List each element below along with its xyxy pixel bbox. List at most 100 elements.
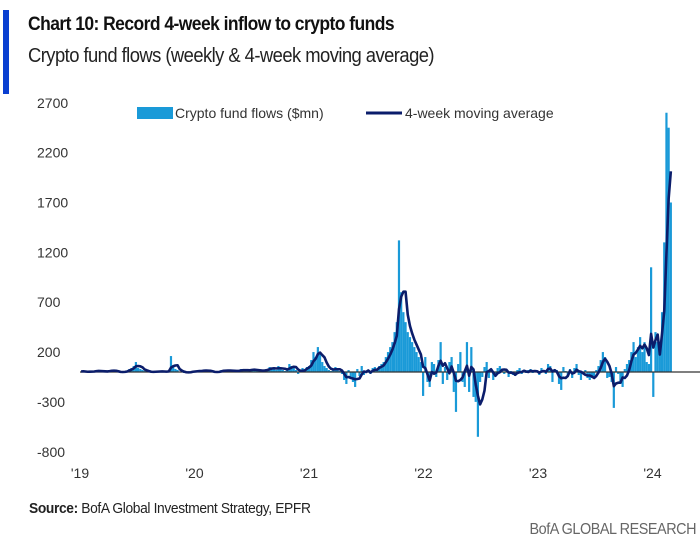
y-tick-label: 1200	[37, 244, 68, 260]
flow-bar	[457, 364, 460, 372]
x-tick-label: '19	[71, 465, 89, 481]
flow-bar	[597, 366, 600, 372]
y-tick-label: 700	[37, 294, 61, 310]
flow-bar	[176, 370, 179, 372]
x-tick-label: '22	[414, 465, 432, 481]
flow-bar	[279, 368, 282, 372]
flow-bar	[507, 372, 510, 377]
flow-bar	[297, 372, 300, 374]
flow-bar	[272, 369, 276, 372]
flow-bar	[139, 369, 142, 372]
flow-bar	[658, 347, 661, 372]
source-label: Source:	[29, 500, 78, 517]
flow-bar	[174, 369, 177, 372]
flow-bar	[476, 372, 480, 437]
flow-bar	[656, 342, 659, 372]
flow-bar	[641, 352, 644, 372]
flow-bar	[551, 372, 554, 382]
flow-bar	[562, 367, 565, 372]
flow-bar	[281, 370, 284, 372]
flow-bar	[391, 342, 394, 372]
flow-bar	[308, 366, 311, 372]
flow-bar	[402, 312, 405, 372]
flow-bar	[481, 372, 484, 377]
flow-bar	[639, 337, 642, 372]
flow-bar	[323, 366, 326, 372]
flow-bar	[435, 372, 438, 377]
y-tick-label: 2200	[37, 145, 68, 161]
legend: Crypto fund flows ($mn) 4-week moving av…	[137, 105, 554, 121]
flow-bar	[448, 362, 451, 372]
y-tick-label: 200	[37, 344, 61, 360]
flow-bar	[340, 372, 344, 374]
flow-bar	[389, 347, 392, 372]
flow-bar	[422, 372, 425, 396]
flow-bar	[485, 362, 488, 372]
flow-bar	[393, 332, 396, 372]
flow-bar	[419, 362, 423, 372]
flow-bar	[496, 368, 499, 372]
flow-bar	[468, 372, 471, 392]
y-tick-label: 1700	[37, 194, 68, 210]
flow-bar	[327, 370, 330, 372]
flow-bar	[347, 370, 350, 372]
flow-bar	[325, 368, 328, 372]
flow-bar	[472, 372, 475, 397]
flow-bar	[571, 372, 574, 378]
flow-bar	[516, 370, 519, 372]
flow-bar	[137, 368, 140, 372]
accent-bar	[3, 10, 9, 94]
source-text: BofA Global Investment Strategy, EPFR	[77, 500, 311, 517]
flow-bar	[349, 372, 352, 378]
flow-bar	[432, 364, 436, 372]
flow-bar	[253, 370, 256, 372]
flow-bar	[593, 372, 596, 376]
flow-bar	[577, 372, 580, 375]
flow-bar	[169, 356, 173, 372]
flow-bar	[424, 357, 427, 372]
flow-bar	[643, 342, 646, 372]
flow-bar	[487, 372, 490, 378]
flow-bar	[417, 357, 420, 372]
chart-subtitle: Crypto fund flows (weekly & 4-week movin…	[28, 45, 435, 67]
flow-bar	[518, 368, 521, 372]
flow-bar	[358, 372, 361, 376]
flow-bar	[579, 372, 583, 380]
flow-bar	[595, 370, 598, 372]
flow-bar	[590, 372, 594, 378]
flow-bar	[439, 342, 442, 372]
legend-swatch-flows	[137, 107, 173, 119]
flow-bar	[623, 369, 626, 372]
flow-bar	[617, 372, 620, 374]
flow-bar	[498, 366, 501, 372]
flow-bar	[290, 366, 293, 372]
flow-bar	[172, 366, 175, 372]
flow-bar	[667, 127, 670, 372]
flow-bar	[470, 347, 473, 372]
flow-bar	[430, 362, 433, 372]
flow-bar	[503, 372, 506, 374]
flow-bar	[404, 322, 407, 372]
flow-bar	[316, 347, 319, 372]
flow-bar	[454, 372, 458, 412]
flow-bar	[612, 372, 615, 408]
flow-bar	[443, 367, 447, 372]
flow-bar	[465, 342, 469, 372]
flow-bar	[560, 372, 563, 390]
flow-bar	[406, 332, 409, 372]
flow-bar	[669, 202, 672, 372]
y-tick-label: -300	[37, 394, 65, 410]
brand-label: BofA GLOBAL RESEARCH	[529, 521, 696, 538]
flow-bar	[634, 357, 637, 372]
flow-bar	[408, 337, 412, 372]
flow-bar	[608, 372, 611, 377]
flow-bar	[321, 362, 324, 372]
flow-bar	[483, 367, 486, 372]
flow-bar	[652, 372, 655, 397]
flow-bar	[603, 357, 607, 372]
flow-bar	[356, 369, 359, 372]
flow-bar	[318, 354, 322, 372]
flow-bar	[270, 368, 273, 372]
flow-bar	[314, 357, 317, 372]
flow-bar	[625, 364, 629, 372]
